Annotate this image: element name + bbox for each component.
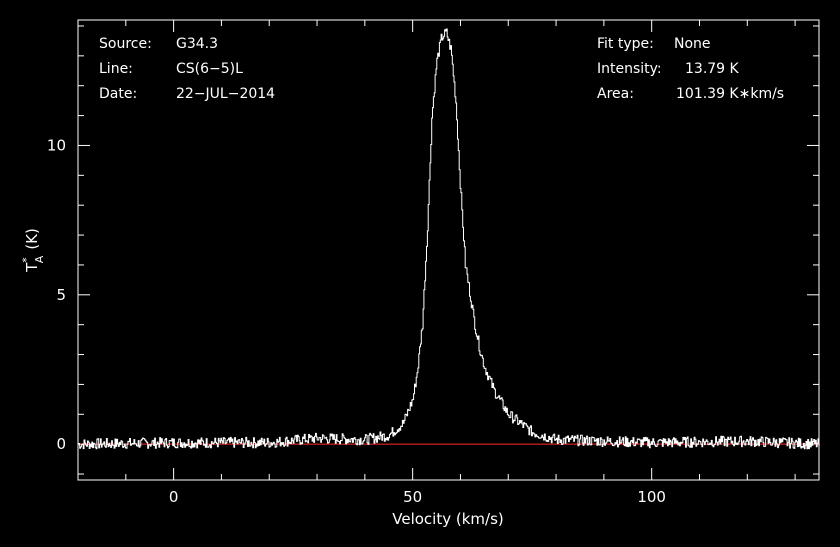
- y-tick-label: 10: [47, 136, 66, 154]
- x-axis-label: Velocity (km/s): [392, 510, 503, 528]
- date-label: Date:: [99, 86, 138, 102]
- y-label-main: T: [23, 262, 41, 273]
- y-axis-label: T*A (K): [20, 228, 46, 273]
- fit-type-label: Fit type:: [597, 36, 654, 52]
- area-value: 101.39 K∗km/s: [676, 86, 785, 102]
- y-label-unit: (K): [23, 228, 41, 250]
- spectrum-line: [78, 28, 820, 450]
- axis-tick-labels: 0 50 100 0 5 10: [47, 136, 666, 506]
- line-label: Line:: [99, 61, 133, 77]
- source-label: Source:: [99, 36, 152, 52]
- x-tick-label: 0: [169, 488, 179, 506]
- source-value: G34.3: [176, 36, 219, 52]
- plot-frame: [77, 19, 820, 481]
- fit-type-value: None: [674, 36, 711, 52]
- x-tick-label: 50: [403, 488, 422, 506]
- date-value: 22−JUL−2014: [176, 86, 276, 102]
- area-label: Area:: [597, 86, 634, 102]
- intensity-value: 13.79 K: [685, 61, 739, 77]
- y-tick-label: 5: [56, 286, 66, 304]
- x-tick-label: 100: [637, 488, 666, 506]
- y-label-sup: *: [20, 257, 33, 263]
- y-tick-label: 0: [56, 435, 66, 453]
- y-label-sub: A: [33, 255, 46, 263]
- intensity-label: Intensity:: [597, 61, 662, 77]
- axis-ticks: [77, 20, 819, 480]
- line-value: CS(6−5)L: [176, 61, 243, 77]
- svg-text:T*A(K): T*A (K): [20, 228, 46, 273]
